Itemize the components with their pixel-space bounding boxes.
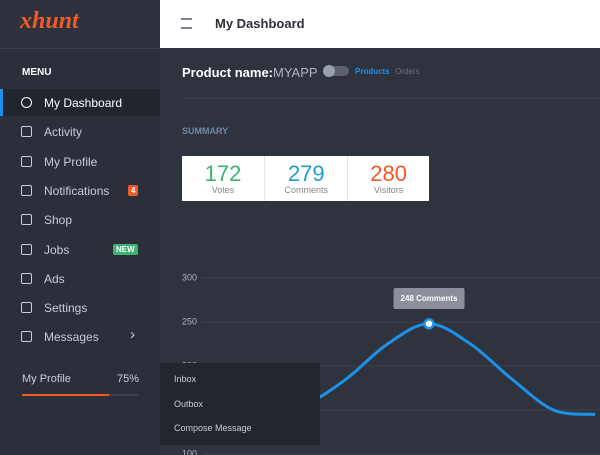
stat-label: Comments xyxy=(284,185,329,195)
nav-icon xyxy=(21,302,32,314)
menu-icon[interactable] xyxy=(181,18,192,29)
profile-label: My Profile xyxy=(22,373,71,385)
nav-item[interactable]: Ads xyxy=(0,265,160,292)
nav-label: Ads xyxy=(44,271,65,286)
profile-percent: 75% xyxy=(117,373,140,385)
nav-label: My Profile xyxy=(44,154,98,169)
submenu: Inbox Outbox Compose Message xyxy=(160,363,320,445)
nav-label: Notifications xyxy=(44,183,110,198)
menu-title: MENU xyxy=(22,67,52,78)
nav-label: My Dashboard xyxy=(44,96,123,110)
progress-track xyxy=(22,394,138,396)
stat-label: Votes xyxy=(211,185,235,195)
nav-item[interactable]: Jobs NEW xyxy=(0,236,160,263)
logo[interactable]: xhunt xyxy=(0,0,160,49)
stat-value: 279 xyxy=(287,161,325,186)
nav-item[interactable]: Shop xyxy=(0,206,160,233)
nav-badge: 4 xyxy=(128,184,139,196)
nav-label: Shop xyxy=(44,213,73,228)
product-name: MYAPP xyxy=(273,65,318,80)
y-tick-label: 100 xyxy=(182,448,197,455)
nav-item[interactable]: My Dashboard xyxy=(0,89,160,116)
nav-item[interactable]: Messages › xyxy=(0,323,160,350)
nav-icon xyxy=(21,184,32,196)
nav-arrow: › xyxy=(130,326,135,344)
nav-label: Messages xyxy=(44,330,99,345)
y-tick-label: 250 xyxy=(182,316,197,326)
point xyxy=(423,318,435,330)
tooltip: 248 Comments xyxy=(393,287,465,309)
nav-item[interactable]: Settings xyxy=(0,294,160,321)
stat-value: 172 xyxy=(204,161,242,186)
stats-card: 172 Votes 279 Comments 280 Visitors xyxy=(182,156,429,201)
sidebar: xhunt MENU My Profile 75% My Dashboard Ac… xyxy=(0,0,160,455)
nav-item[interactable]: Activity xyxy=(0,118,160,145)
toggle-off[interactable]: Orders xyxy=(395,67,420,76)
y-tick-label: 300 xyxy=(182,272,197,282)
progress-bar xyxy=(22,394,109,396)
stat: 172 Votes xyxy=(182,156,264,201)
nav-icon xyxy=(21,126,32,138)
stat: 280 Visitors xyxy=(346,156,430,201)
nav-item[interactable]: Notifications 4 xyxy=(0,177,160,204)
logo-text: xhunt xyxy=(20,8,79,34)
nav-label: Jobs xyxy=(44,242,70,257)
stat-value: 280 xyxy=(370,161,407,186)
summary-title: SUMMARY xyxy=(182,126,229,136)
nav-badge: NEW xyxy=(113,243,138,255)
stat: 279 Comments xyxy=(264,156,347,201)
toggle[interactable] xyxy=(323,65,349,77)
header: My Dashboard xyxy=(160,0,600,48)
nav-icon xyxy=(21,272,32,284)
submenu-item[interactable]: Outbox xyxy=(174,398,204,409)
nav-icon xyxy=(21,97,32,108)
product-label: Product name: xyxy=(182,65,274,80)
nav-icon xyxy=(21,155,32,167)
nav-item[interactable]: My Profile xyxy=(0,148,160,175)
stat-label: Visitors xyxy=(373,185,404,195)
nav-label: Settings xyxy=(44,301,88,316)
submenu-item[interactable]: Compose Message xyxy=(174,423,252,433)
nav-label: Activity xyxy=(44,125,83,140)
nav-icon xyxy=(21,214,32,226)
nav-icon xyxy=(21,331,32,343)
submenu-item[interactable]: Inbox xyxy=(174,374,197,384)
page-title: My Dashboard xyxy=(215,16,305,31)
toggle-on[interactable]: Products xyxy=(355,67,390,76)
nav-icon xyxy=(21,243,32,255)
